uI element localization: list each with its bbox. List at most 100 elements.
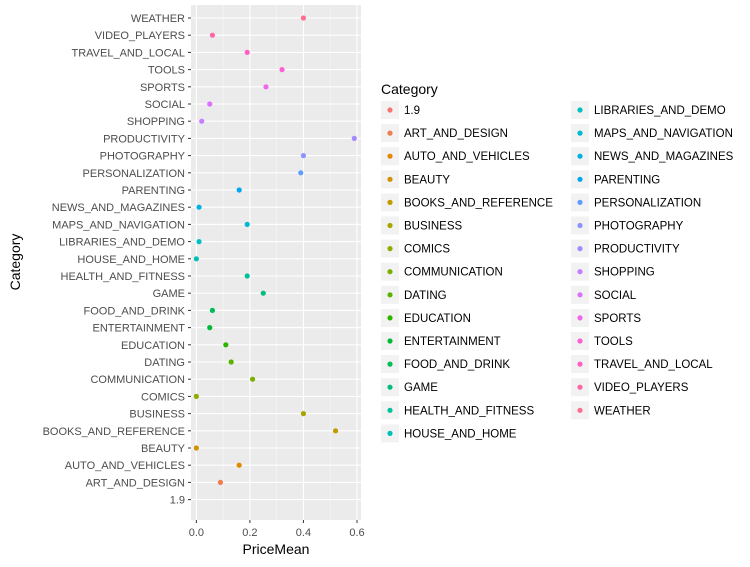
data-point [207,325,213,331]
legend-label: SPORTS [594,313,641,325]
legend-key-point [577,407,583,413]
legend-key-point [387,269,393,275]
y-tick-label: ART_AND_DESIGN [86,477,185,489]
legend-label: PERSONALIZATION [594,197,701,209]
legend-key-point [387,338,393,344]
legend-key-point [577,246,583,252]
legend: 1.9 ART_AND_DESIGN AUTO_AND_VEHICLES BEAUTY… [381,101,734,443]
data-point [209,32,216,38]
y-tick-label: LIBRARIES_AND_DEMO [59,237,185,249]
major-gridlines [191,5,361,520]
y-tick-label: FOOD_AND_DRINK [84,305,186,317]
data-point [298,170,304,176]
legend-label: COMMUNICATION [404,267,503,279]
legend-key-point [387,176,393,182]
y-tick-label: TRAVEL_AND_LOCAL [71,47,185,59]
data-point [223,342,229,348]
data-point [300,411,307,417]
legend-title: Category [381,81,438,97]
legend-key-point [577,130,583,136]
legend-key-point [387,384,393,390]
legend-key-point [577,269,583,275]
data-point [193,445,199,451]
data-point [236,187,242,193]
y-tick-label: BOOKS_AND_REFERENCE [43,426,185,438]
data-point [193,256,199,262]
legend-label: ENTERTAINMENT [404,336,501,348]
legend-key-point [387,361,393,367]
legend-key-point [577,315,583,321]
y-tick-label: PRODUCTIVITY [103,133,186,145]
legend-label: SHOPPING [594,267,655,279]
legend-key-point [387,222,393,229]
legend-key-point [577,107,583,113]
data-point [332,428,339,434]
y-tick-label: GAME [153,288,185,300]
y-tick-label: EDUCATION [121,340,185,352]
x-tick-label: 0.0 [189,527,204,539]
legend-key-point [387,292,393,298]
y-tick-label: WEATHER [131,13,185,25]
legend-label: DATING [404,290,447,302]
data-point [249,376,256,382]
legend-label: AUTO_AND_VEHICLES [404,151,530,163]
legend-label: BEAUTY [404,174,450,186]
legend-label: HOUSE_AND_HOME [404,428,517,440]
data-point [351,135,357,141]
legend-key-point [577,338,583,344]
y-tick-label: SPORTS [140,82,185,94]
legend-label: LIBRARIES_AND_DEMO [594,105,726,117]
y-tick-label: HEALTH_AND_FITNESS [61,271,186,283]
y-tick-label: DATING [144,357,185,369]
data-points [193,15,357,485]
legend-label: COMICS [404,244,450,256]
legend-key-point [387,153,393,159]
data-point [196,239,202,245]
data-point [260,290,266,296]
legend-label: HEALTH_AND_FITNESS [404,405,534,417]
data-point [193,393,199,399]
y-tick-label: TOOLS [148,65,185,77]
y-tick-label: NEWS_AND_MAGAZINES [52,202,185,214]
legend-label: NEWS_AND_MAGAZINES [594,151,734,163]
y-tick-label: PARENTING [122,185,185,197]
data-point [300,15,307,21]
y-tick-label: BUSINESS [129,409,185,421]
y-tick-label: PERSONALIZATION [83,168,186,180]
y-tick-label: PHOTOGRAPHY [100,151,186,163]
y-tick-label: HOUSE_AND_HOME [77,254,185,266]
legend-key-point [577,176,583,182]
legend-key-point [577,292,583,298]
x-tick-label: 0.2 [242,527,257,539]
legend-label: VIDEO_PLAYERS [594,382,689,394]
data-point [236,462,242,468]
legend-key-point [387,315,393,321]
data-point [209,307,216,313]
legend-label: PARENTING [594,174,660,186]
data-point [300,153,307,159]
legend-label: FOOD_AND_DRINK [404,359,510,371]
minor-gridlines [222,5,331,520]
data-point [217,479,224,485]
data-point [196,204,202,210]
x-tick-label: 0.6 [349,527,364,539]
legend-label: TRAVEL_AND_LOCAL [594,359,713,371]
x-axis-ticks: 0.0 0.2 0.4 0.6 [189,520,365,539]
legend-key-point [577,153,583,159]
legend-key-point [387,246,393,252]
x-tick-label: 0.4 [296,527,311,539]
y-tick-label: VIDEO_PLAYERS [95,30,185,42]
data-point [228,359,234,365]
x-axis-title: PriceMean [243,541,310,557]
legend-label: SOCIAL [594,290,637,302]
data-point [244,273,250,279]
legend-label: PRODUCTIVITY [594,244,680,256]
y-tick-label: MAPS_AND_NAVIGATION [52,219,185,231]
legend-label: PHOTOGRAPHY [594,221,684,233]
y-axis-ticks: 1.9 ART_AND_DESIGN AUTO_AND_VEHICLES BEAUTY… [43,13,191,507]
data-point [279,67,285,73]
legend-label: TOOLS [594,336,633,348]
y-tick-label: ENTERTAINMENT [93,323,186,335]
data-point [207,101,213,107]
y-tick-label: COMICS [141,391,185,403]
